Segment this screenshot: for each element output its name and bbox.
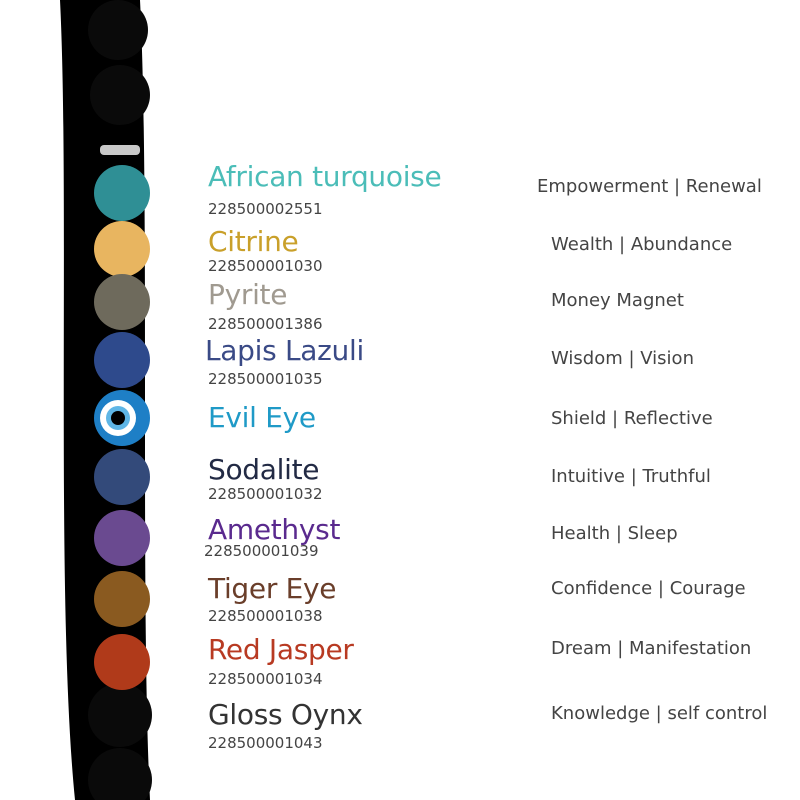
stone-code: 228500001034 [208,670,323,688]
bead-pyrite [94,274,150,330]
stone-name: Tiger Eye [208,572,337,605]
bead-lapis-lazuli [94,332,150,388]
bead-amethyst [94,510,150,566]
silver-spacer [100,145,140,155]
evil-eye-pattern [111,411,125,425]
stone-benefit: Intuitive | Truthful [551,466,711,487]
bead-african-turquoise [94,165,150,221]
stone-benefit: Health | Sleep [551,523,678,544]
stone-name: Pyrite [208,278,288,311]
stone-code: 228500002551 [208,200,323,218]
bead-sodalite [94,449,150,505]
stone-benefit: Shield | Reflective [551,408,713,429]
stone-name: Gloss Oynx [208,698,363,731]
stone-code: 228500001386 [208,315,323,333]
stone-name: Lapis Lazuli [205,334,364,367]
bead-red-jasper [94,634,150,690]
stone-code: 228500001039 [204,542,319,560]
onyx-bead [90,65,150,125]
onyx-bead [88,0,148,60]
bead-citrine [94,221,150,277]
bracelet-image [60,0,152,800]
stone-name: Sodalite [208,453,320,486]
stone-benefit: Empowerment | Renewal [537,176,762,197]
stone-benefit: Money Magnet [551,290,684,311]
bead-tiger-eye [94,571,150,627]
stone-benefit: Wisdom | Vision [551,348,694,369]
stone-code: 228500001030 [208,257,323,275]
stone-benefit: Confidence | Courage [551,578,746,599]
stone-name: Evil Eye [208,401,316,434]
stone-benefit: Wealth | Abundance [551,234,733,255]
stone-code: 228500001035 [208,370,323,388]
stone-code: 228500001032 [208,485,323,503]
stone-code: 228500001043 [208,734,323,752]
stone-name: Red Jasper [208,633,354,666]
stone-name: Amethyst [208,513,341,546]
onyx-bead [88,748,152,800]
stone-benefit: Dream | Manifestation [551,638,752,659]
stone-code: 228500001038 [208,607,323,625]
stone-name: African turquoise [208,160,442,193]
onyx-bead [88,683,152,747]
stone-benefit: Knowledge | self control [551,703,768,724]
stone-name: Citrine [208,225,299,258]
